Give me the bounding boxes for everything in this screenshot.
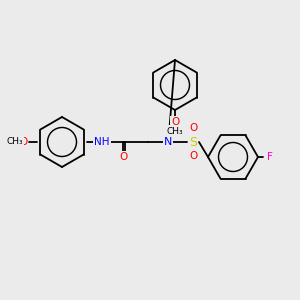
Text: O: O	[189, 123, 197, 133]
Text: O: O	[120, 152, 128, 162]
Text: F: F	[267, 152, 273, 162]
Text: O: O	[189, 151, 197, 161]
Text: CH₃: CH₃	[167, 127, 183, 136]
Text: S: S	[189, 136, 197, 148]
Text: N: N	[164, 137, 172, 147]
Text: NH: NH	[94, 137, 110, 147]
Text: O: O	[171, 117, 179, 127]
Text: CH₃: CH₃	[7, 137, 23, 146]
Text: O: O	[19, 137, 27, 147]
